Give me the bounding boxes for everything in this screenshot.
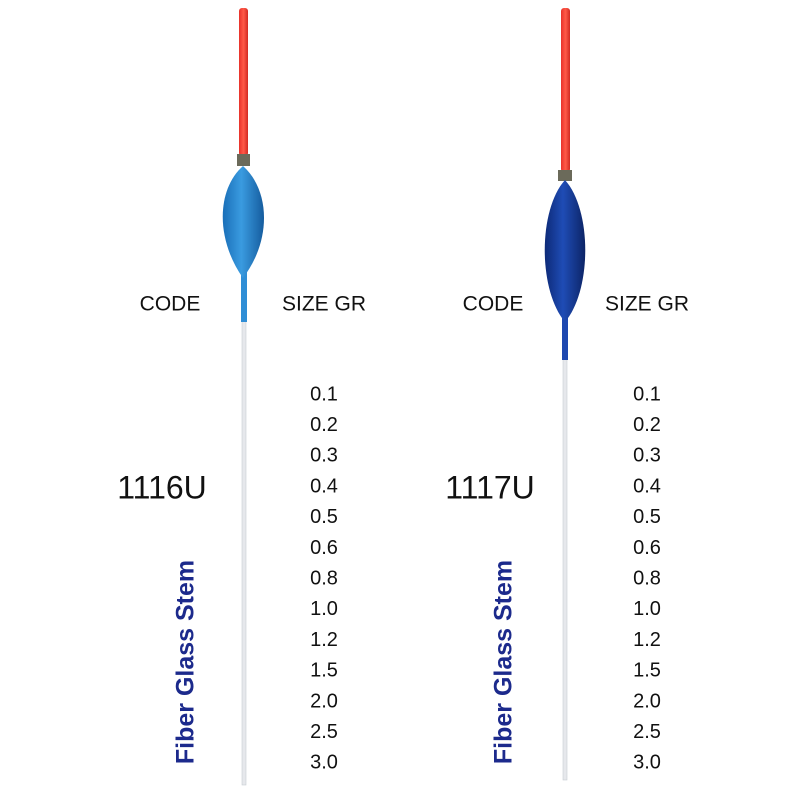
- size-value: 1.0: [633, 598, 661, 620]
- product-code: 1116U: [117, 469, 207, 505]
- size-value: 0.1: [310, 383, 338, 405]
- size-value: 1.5: [310, 660, 338, 682]
- body: [544, 180, 586, 322]
- size-value: 0.2: [633, 414, 661, 436]
- size-value: 2.0: [633, 690, 661, 712]
- size-value: 2.0: [310, 690, 338, 712]
- size-value: 0.4: [310, 475, 338, 497]
- size-value: 0.6: [310, 537, 338, 559]
- float-left: [222, 8, 265, 786]
- size-value: 0.3: [633, 445, 661, 467]
- size-value: 0.4: [633, 475, 661, 497]
- size-value: 3.0: [633, 752, 661, 774]
- stem-label: Fiber Glass Stem: [172, 560, 200, 764]
- stem-top: [241, 270, 247, 322]
- stem-top: [562, 300, 568, 360]
- size-value: 3.0: [310, 752, 338, 774]
- size-value: 0.8: [310, 567, 338, 589]
- connector: [237, 154, 250, 166]
- size-value: 1.5: [633, 660, 661, 682]
- size-value: 2.5: [633, 721, 661, 743]
- code-header: CODE: [140, 293, 201, 316]
- size-header: SIZE GR: [605, 293, 689, 316]
- size-value: 0.2: [310, 414, 338, 436]
- size-value: 1.0: [310, 598, 338, 620]
- stem: [241, 289, 247, 786]
- antenna: [561, 8, 570, 172]
- code-header: CODE: [463, 293, 524, 316]
- size-value: 0.3: [310, 445, 338, 467]
- size-value: 2.5: [310, 721, 338, 743]
- size-value: 0.6: [633, 537, 661, 559]
- stem: [562, 329, 568, 781]
- size-value: 0.1: [633, 383, 661, 405]
- size-value: 0.5: [310, 506, 338, 528]
- product-code: 1117U: [445, 469, 535, 505]
- size-value: 0.5: [633, 506, 661, 528]
- connector: [558, 170, 572, 181]
- body: [222, 166, 265, 278]
- float-right: [544, 8, 586, 781]
- size-header: SIZE GR: [282, 293, 366, 316]
- stem-label: Fiber Glass Stem: [490, 560, 518, 764]
- antenna: [239, 8, 248, 156]
- size-value: 1.2: [310, 629, 338, 651]
- size-value: 1.2: [633, 629, 661, 651]
- size-value: 0.8: [633, 567, 661, 589]
